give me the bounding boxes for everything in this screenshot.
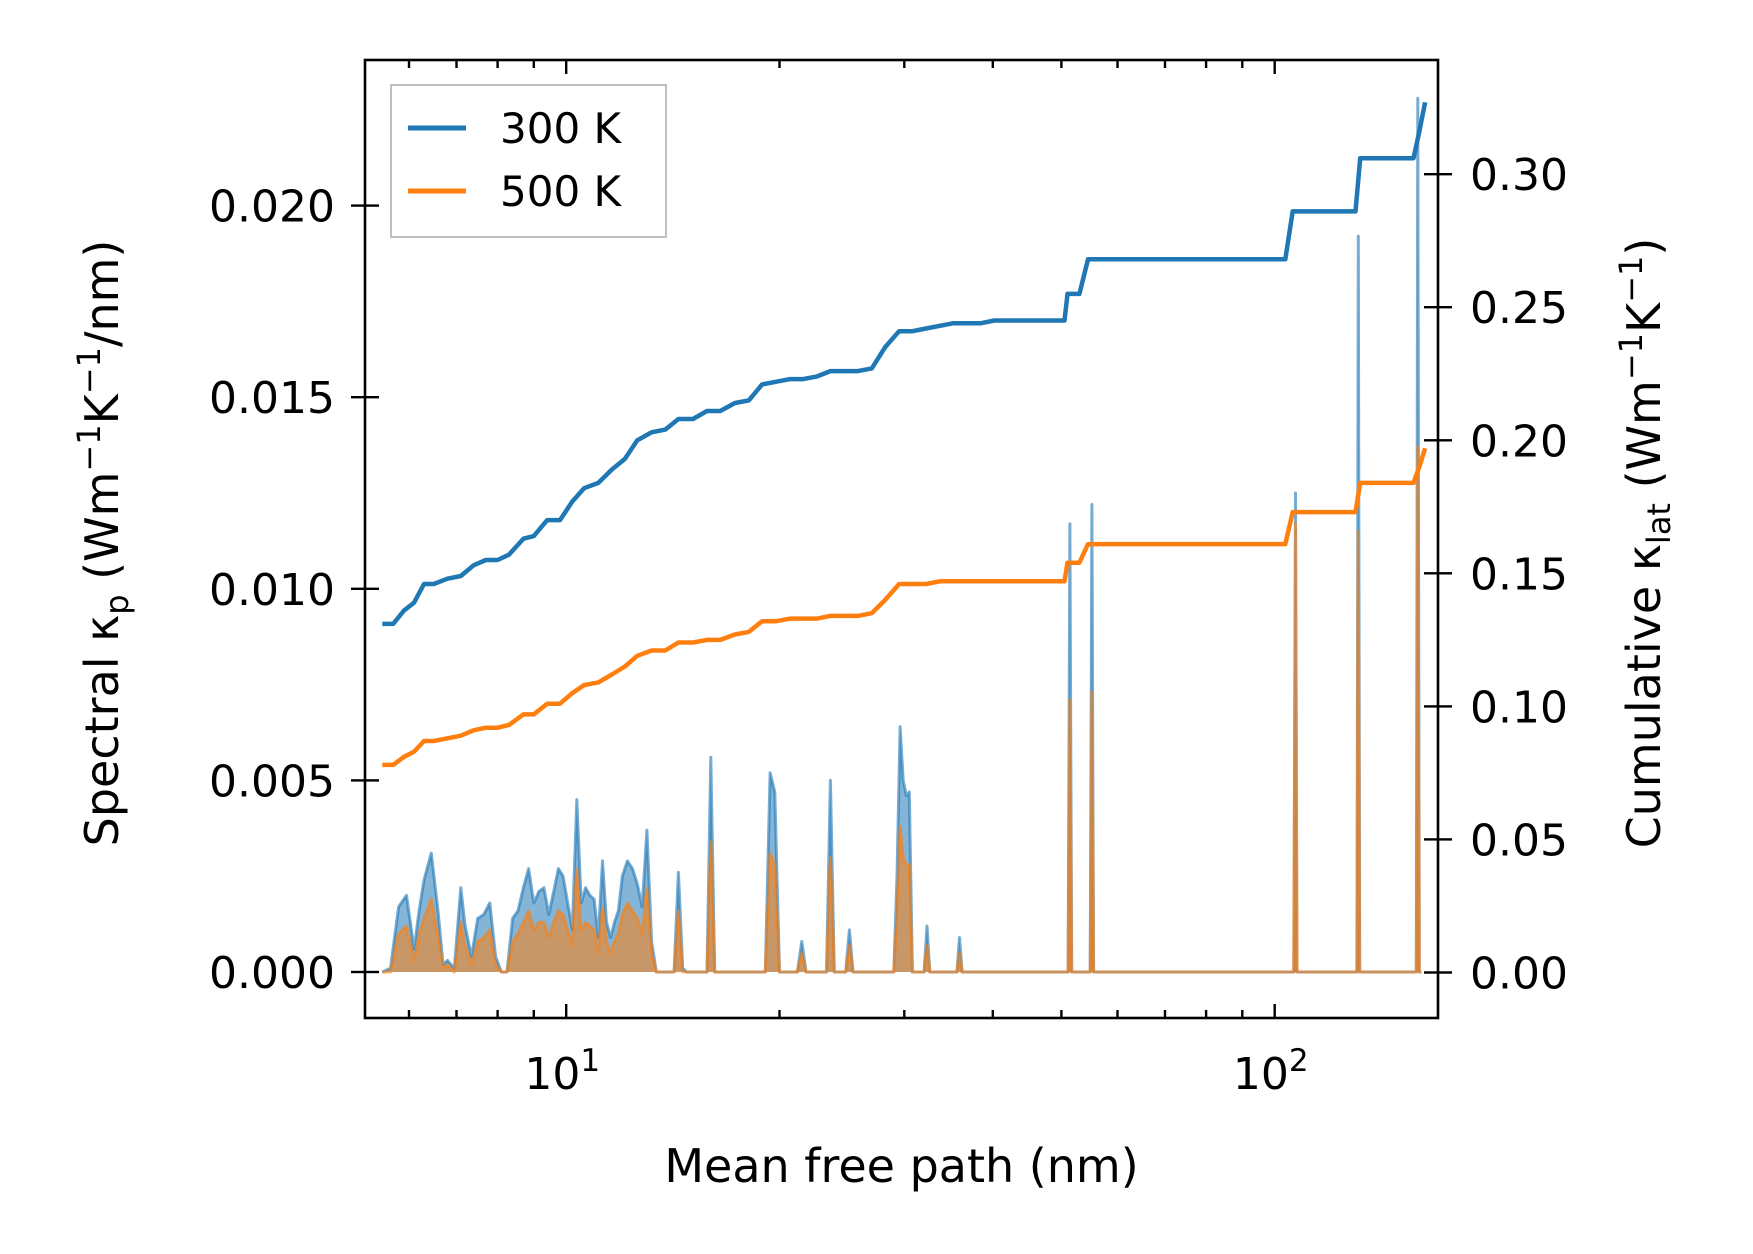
legend-label-300k: 300 K — [500, 104, 623, 153]
y-left-tick-label: 0.005 — [209, 756, 335, 807]
y-right-axis-title: Cumulative κlat (Wm−1K−1) — [1612, 238, 1678, 849]
x-axis-title: Mean free path (nm) — [664, 1139, 1138, 1193]
y-left-tick-label: 0.000 — [209, 948, 335, 999]
legend-frame — [390, 84, 667, 238]
plot-frame — [363, 58, 1440, 1020]
y-right-tick-label: 0.20 — [1470, 416, 1568, 467]
cumulative-layer — [382, 101, 1428, 768]
y-left-tick-label: 0.015 — [209, 373, 335, 424]
labels-layer: 101 1020.0000.0050.0100.0150.0200.000.050… — [70, 150, 1678, 1193]
y-right-tick-label: 0.00 — [1470, 949, 1568, 1000]
spectral-fill-500k — [382, 447, 1422, 972]
y-right-tick-label: 0.25 — [1470, 283, 1568, 334]
y-right-tick-label: 0.05 — [1470, 815, 1568, 866]
ticks-layer — [351, 60, 1452, 1018]
y-right-tick-label: 0.15 — [1470, 549, 1568, 600]
y-left-tick-label: 0.010 — [209, 565, 335, 616]
spectral-fill-300k — [382, 98, 1422, 973]
spectral-line-500k — [382, 445, 1422, 974]
y-right-tick-label: 0.10 — [1470, 682, 1568, 733]
y-left-axis-title: Spectral κp (Wm−1K−1/nm) — [70, 240, 136, 847]
legend: 300 K 500 K — [390, 84, 667, 238]
y-left-tick-label: 0.020 — [209, 182, 335, 233]
y-right-tick-label: 0.30 — [1470, 150, 1568, 201]
spectral-layer — [381, 96, 1422, 974]
cumulative-line-500k — [382, 447, 1428, 768]
legend-label-500k: 500 K — [500, 167, 623, 216]
cumulative-line-300k — [382, 101, 1428, 627]
